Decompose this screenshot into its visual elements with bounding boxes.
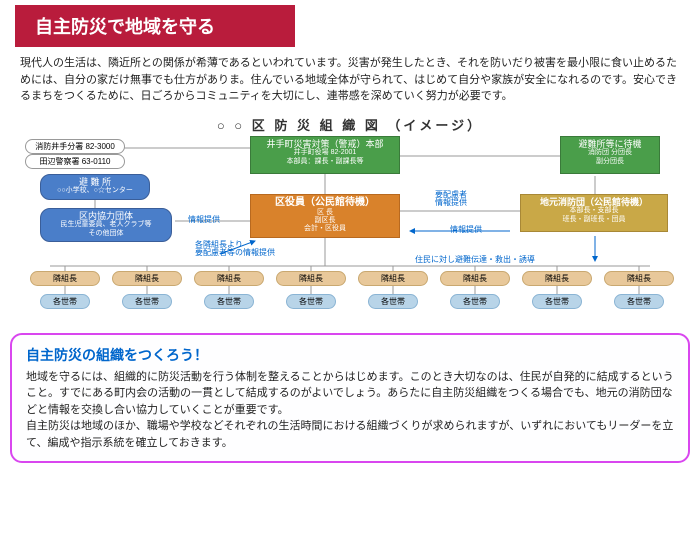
household-box: 各世帯 [450, 294, 500, 310]
page-header: 自主防災で地域を守る [15, 5, 295, 47]
adj-leader-box: 隣組長 [30, 271, 100, 287]
fire-local-sub: 本部長・支部長 班長・副班長・団員 [525, 207, 663, 224]
fire-local-title: 地元消防団（公民館待機） [525, 197, 663, 208]
shelter-wait-box: 避難所等に待機 消防団 分団長 副分団長 [560, 136, 660, 174]
label-evac: 住民に対し避難伝達・救出・誘導 [415, 254, 535, 265]
fire-dept-label: 消防井手分署 [35, 142, 83, 151]
shelter-sub: ○○小学校、○☆センター [45, 187, 145, 195]
label-info1: 情報提供 [188, 214, 220, 225]
police-tel: 63-0110 [82, 157, 111, 166]
hq-box: 井手町災害対策（警戒）本部 井手町役場 82-2001 本部員：課長・副課長等 [250, 136, 400, 174]
adj-leader-box: 隣組長 [440, 271, 510, 287]
fire-dept-tel: 82-3000 [85, 142, 114, 151]
shelter-box: 避 難 所 ○○小学校、○☆センター [40, 174, 150, 200]
household-box: 各世帯 [204, 294, 254, 310]
intro-text: 現代人の生活は、隣近所との関係が希薄であるといわれています。災害が発生したとき、… [0, 47, 700, 113]
org-chart: 消防井手分署 82-3000 田辺警察署 63-0110 井手町災害対策（警戒）… [20, 136, 680, 321]
adj-leader-box: 隣組長 [194, 271, 264, 287]
shelter-wait-title: 避難所等に待機 [565, 139, 655, 150]
police-box: 田辺警察署 63-0110 [25, 154, 125, 170]
household-box: 各世帯 [614, 294, 664, 310]
coop-title: 区内協力団体 [45, 211, 167, 222]
adj-leader-box: 隣組長 [522, 271, 592, 287]
label-care: 要配慮者 情報提供 [435, 191, 467, 207]
adj-leader-box: 隣組長 [112, 271, 182, 287]
household-box: 各世帯 [122, 294, 172, 310]
household-box: 各世帯 [40, 294, 90, 310]
household-box: 各世帯 [286, 294, 336, 310]
label-adj-info: 各隣組長より 要配慮者等の情報提供 [195, 241, 275, 257]
chart-title: ○ ○ 区 防 災 組 織 図 （イメージ） [0, 115, 700, 134]
hq-title: 井手町災害対策（警戒）本部 [255, 139, 395, 150]
officers-box: 区役員（公民館待機） 区 長 副区長 会計・区役員 [250, 194, 400, 238]
shelter-wait-sub: 消防団 分団長 副分団長 [565, 149, 655, 166]
bottom-title: 自主防災の組織をつくろう！ [26, 345, 674, 365]
household-box: 各世帯 [368, 294, 418, 310]
bottom-callout: 自主防災の組織をつくろう！ 地域を守るには、組織的に防災活動を行う体制を整えるこ… [10, 333, 690, 464]
hq-sub2: 本部員：課長・副課長等 [255, 158, 395, 166]
adj-leader-box: 隣組長 [604, 271, 674, 287]
fire-local-box: 地元消防団（公民館待機） 本部長・支部長 班長・副班長・団員 [520, 194, 668, 232]
adj-leader-box: 隣組長 [358, 271, 428, 287]
fire-dept-box: 消防井手分署 82-3000 [25, 139, 125, 155]
adj-leader-box: 隣組長 [276, 271, 346, 287]
coop-sub: 民生児童委員、老人クラブ等 その他団体 [45, 221, 167, 238]
household-box: 各世帯 [532, 294, 582, 310]
police-label: 田辺警察署 [40, 157, 80, 166]
bottom-text: 地域を守るには、組織的に防災活動を行う体制を整えることからはじめます。このとき大… [26, 369, 674, 452]
officers-title: 区役員（公民館待機） [255, 197, 395, 209]
coop-box: 区内協力団体 民生児童委員、老人クラブ等 その他団体 [40, 208, 172, 242]
label-info2: 情報提供 [450, 224, 482, 235]
officers-sub: 区 長 副区長 会計・区役員 [255, 209, 395, 234]
hq-sub: 井手町役場 82-2001 [255, 149, 395, 157]
shelter-title: 避 難 所 [45, 177, 145, 188]
